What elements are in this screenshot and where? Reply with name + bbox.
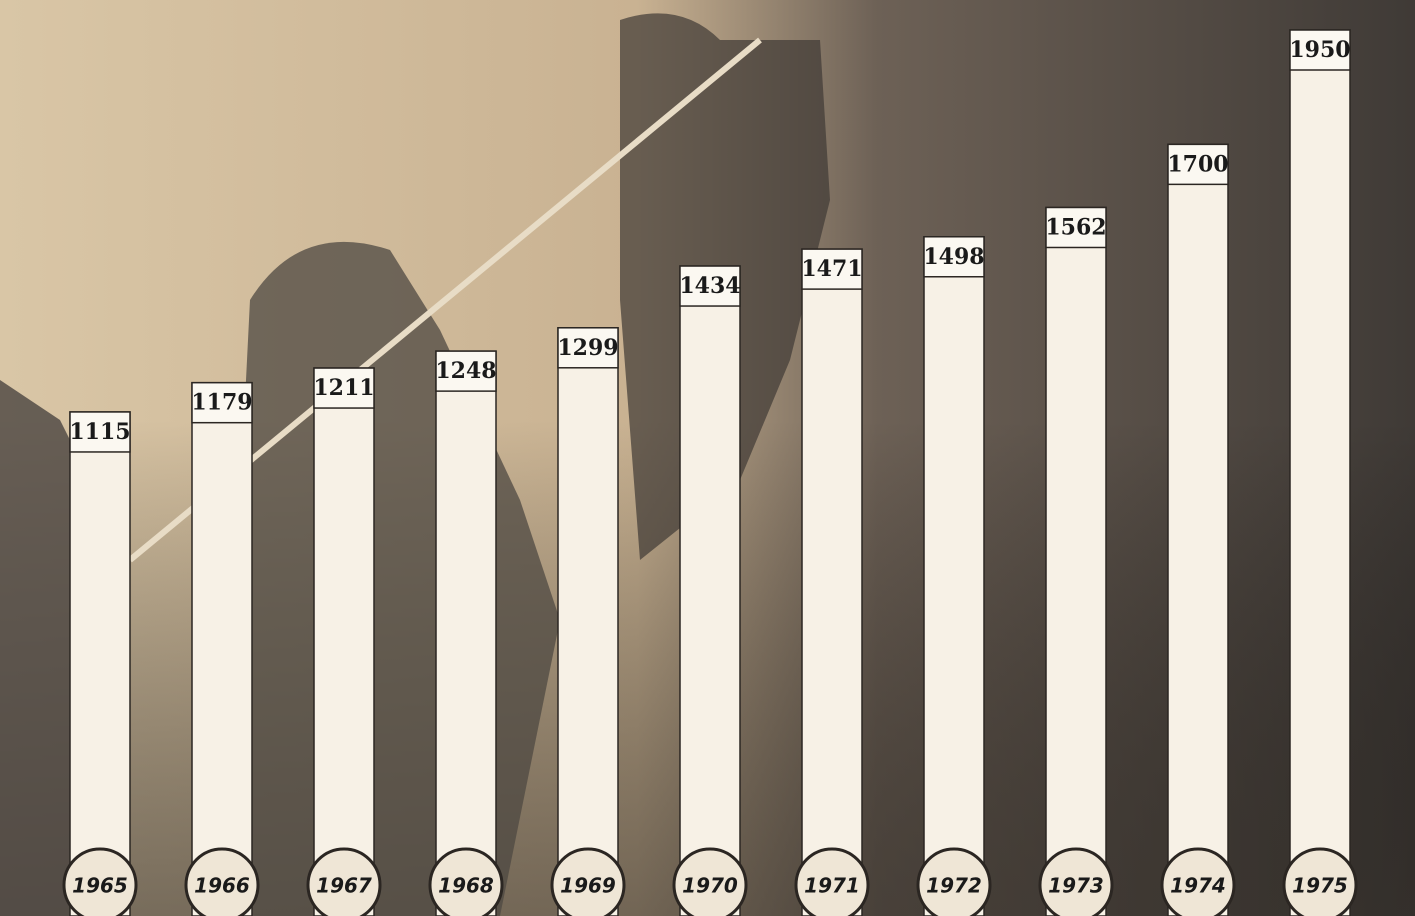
x-tick-label: 1966 <box>194 874 250 898</box>
value-label: 1950 <box>1289 37 1350 63</box>
value-label: 1700 <box>1167 151 1228 177</box>
bar <box>558 328 618 916</box>
value-label: 1211 <box>313 375 374 401</box>
bar <box>70 412 130 916</box>
bar <box>1168 144 1228 916</box>
x-tick-label: 1971 <box>804 874 860 898</box>
x-tick-label: 1972 <box>926 874 982 898</box>
bar <box>680 266 740 916</box>
value-label: 1471 <box>801 256 862 282</box>
value-label: 1434 <box>679 273 740 299</box>
bar <box>192 383 252 916</box>
x-tick-label: 1973 <box>1048 874 1104 898</box>
bar <box>802 249 862 916</box>
value-label: 1498 <box>923 244 984 270</box>
x-tick-label: 1970 <box>682 874 738 898</box>
value-label: 1562 <box>1045 214 1106 240</box>
bar <box>924 237 984 916</box>
value-label: 1299 <box>557 335 618 361</box>
bar <box>314 368 374 916</box>
value-label: 1179 <box>191 390 252 416</box>
value-label: 1248 <box>435 358 496 384</box>
x-tick-label: 1975 <box>1292 874 1348 898</box>
x-tick-label: 1965 <box>72 874 128 898</box>
bar <box>1046 207 1106 916</box>
chart: 1115 1965 1179 1966 1211 1967 1248 1968 1299 1969… <box>0 0 1415 916</box>
x-tick-label: 1974 <box>1170 874 1226 898</box>
bar <box>436 351 496 916</box>
bar <box>1290 30 1350 916</box>
x-tick-label: 1969 <box>560 874 616 898</box>
x-tick-label: 1967 <box>316 874 372 898</box>
value-label: 1115 <box>69 419 130 445</box>
x-tick-label: 1968 <box>438 874 494 898</box>
